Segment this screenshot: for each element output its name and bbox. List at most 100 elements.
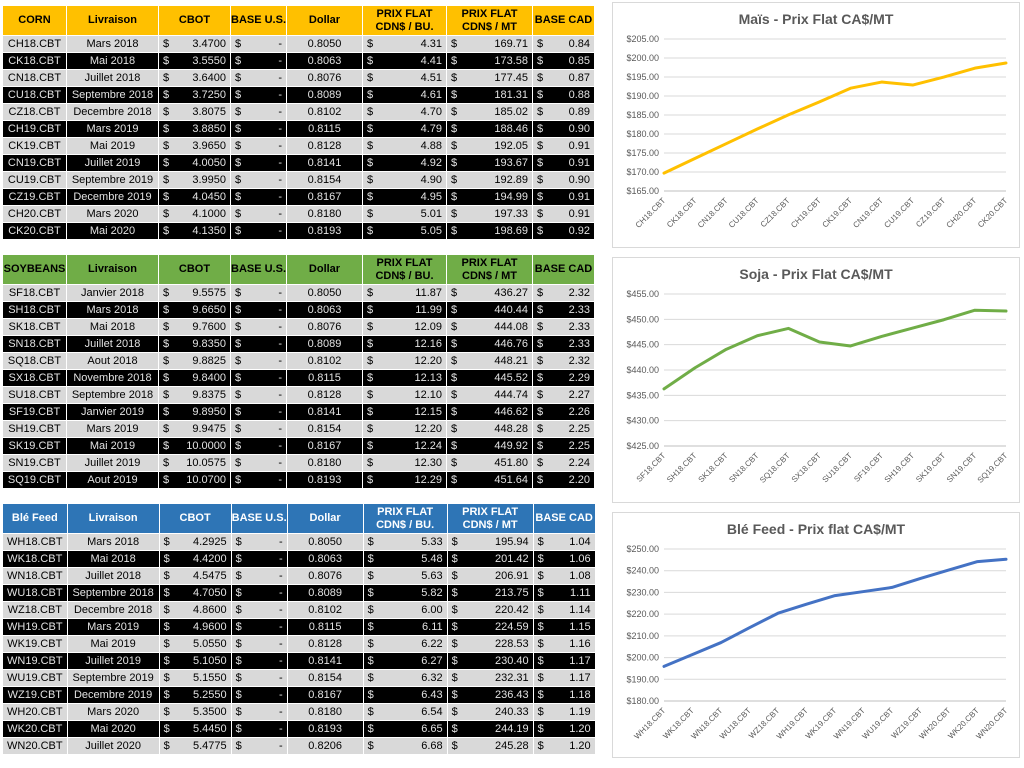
value-cell[interactable]: $4.31 — [362, 35, 447, 53]
value-cell[interactable]: $10.0575 — [158, 454, 231, 472]
value-cell[interactable]: Mars 2018 — [66, 533, 160, 551]
value-cell[interactable]: $5.3500 — [158, 703, 232, 721]
value-cell[interactable]: $4.4200 — [158, 550, 232, 568]
value-cell[interactable]: Decembre 2018 — [66, 103, 159, 121]
value-cell[interactable]: Mai 2020 — [66, 720, 160, 738]
value-cell[interactable]: Mai 2019 — [66, 635, 160, 653]
value-cell[interactable]: $0.91 — [532, 154, 595, 172]
value-cell[interactable]: $12.15 — [362, 403, 447, 421]
value-cell[interactable]: Juillet 2019 — [66, 154, 159, 172]
value-cell[interactable]: $4.2925 — [158, 533, 232, 551]
value-cell[interactable]: 0.8089 — [286, 584, 364, 602]
value-cell[interactable]: $ - — [230, 335, 287, 353]
value-cell[interactable]: $2.24 — [532, 454, 595, 472]
value-cell[interactable]: 0.8115 — [286, 120, 363, 138]
value-cell[interactable]: 0.8050 — [286, 35, 363, 53]
value-cell[interactable]: Mars 2018 — [66, 301, 159, 319]
value-cell[interactable]: $224.59 — [446, 618, 534, 636]
value-cell[interactable]: 0.8102 — [286, 103, 363, 121]
value-cell[interactable]: Septembre 2018 — [66, 584, 160, 602]
value-cell[interactable]: $446.62 — [446, 403, 533, 421]
contract-code-cell[interactable]: CN19.CBT — [2, 154, 67, 172]
contract-code-cell[interactable]: SF18.CBT — [2, 284, 67, 302]
value-cell[interactable]: $192.89 — [446, 171, 533, 189]
value-cell[interactable]: 0.8180 — [286, 205, 363, 223]
value-cell[interactable]: $12.20 — [362, 420, 447, 438]
value-cell[interactable]: Mars 2020 — [66, 703, 160, 721]
value-cell[interactable]: $244.19 — [446, 720, 534, 738]
value-cell[interactable]: 0.8206 — [286, 737, 364, 755]
contract-code-cell[interactable]: CH20.CBT — [2, 205, 67, 223]
value-cell[interactable]: Janvier 2018 — [66, 284, 159, 302]
value-cell[interactable]: $5.2550 — [158, 686, 232, 704]
value-cell[interactable]: $2.33 — [532, 301, 595, 319]
value-cell[interactable]: $169.71 — [446, 35, 533, 53]
value-cell[interactable]: $3.6400 — [158, 69, 231, 87]
value-cell[interactable]: 0.8154 — [286, 669, 364, 687]
contract-code-cell[interactable]: CZ18.CBT — [2, 103, 67, 121]
value-cell[interactable]: $ - — [230, 86, 287, 104]
value-cell[interactable]: $ - — [230, 205, 287, 223]
value-cell[interactable]: $2.20 — [532, 471, 595, 489]
value-cell[interactable]: 0.8141 — [286, 403, 363, 421]
value-cell[interactable]: $5.4450 — [158, 720, 232, 738]
value-cell[interactable]: Decembre 2018 — [66, 601, 160, 619]
value-cell[interactable]: $5.1050 — [158, 652, 232, 670]
value-cell[interactable]: $0.85 — [532, 52, 595, 70]
value-cell[interactable]: $451.80 — [446, 454, 533, 472]
value-cell[interactable]: Mai 2018 — [66, 52, 159, 70]
value-cell[interactable]: Juillet 2019 — [66, 652, 160, 670]
contract-code-cell[interactable]: CU18.CBT — [2, 86, 67, 104]
value-cell[interactable]: 0.8167 — [286, 437, 363, 455]
value-cell[interactable]: $177.45 — [446, 69, 533, 87]
value-cell[interactable]: $206.91 — [446, 567, 534, 585]
contract-code-cell[interactable]: WH19.CBT — [2, 618, 68, 636]
value-cell[interactable]: $ - — [230, 533, 288, 551]
value-cell[interactable]: Juillet 2018 — [66, 567, 160, 585]
contract-code-cell[interactable]: SK19.CBT — [2, 437, 67, 455]
value-cell[interactable]: $9.8375 — [158, 386, 231, 404]
value-cell[interactable]: 0.8193 — [286, 471, 363, 489]
value-cell[interactable]: $245.28 — [446, 737, 534, 755]
value-cell[interactable]: $445.52 — [446, 369, 533, 387]
value-cell[interactable]: 0.8063 — [286, 550, 364, 568]
value-cell[interactable]: $193.67 — [446, 154, 533, 172]
value-cell[interactable]: $448.28 — [446, 420, 533, 438]
contract-code-cell[interactable]: WK18.CBT — [2, 550, 68, 568]
value-cell[interactable]: $3.5550 — [158, 52, 231, 70]
contract-code-cell[interactable]: WZ19.CBT — [2, 686, 68, 704]
value-cell[interactable]: $ - — [230, 567, 288, 585]
value-cell[interactable]: $228.53 — [446, 635, 534, 653]
value-cell[interactable]: 0.8102 — [286, 352, 363, 370]
value-cell[interactable]: $195.94 — [446, 533, 534, 551]
value-cell[interactable]: $12.16 — [362, 335, 447, 353]
contract-code-cell[interactable]: SN18.CBT — [2, 335, 67, 353]
value-cell[interactable]: $2.25 — [532, 420, 595, 438]
contract-code-cell[interactable]: SQ18.CBT — [2, 352, 67, 370]
value-cell[interactable]: $2.27 — [532, 386, 595, 404]
value-cell[interactable]: $4.7050 — [158, 584, 232, 602]
value-cell[interactable]: $11.87 — [362, 284, 447, 302]
contract-code-cell[interactable]: WU18.CBT — [2, 584, 68, 602]
value-cell[interactable]: Juillet 2018 — [66, 335, 159, 353]
value-cell[interactable]: $448.21 — [446, 352, 533, 370]
value-cell[interactable]: $1.11 — [532, 584, 596, 602]
value-cell[interactable]: $4.90 — [362, 171, 447, 189]
value-cell[interactable]: $3.8850 — [158, 120, 231, 138]
value-cell[interactable]: Septembre 2019 — [66, 669, 160, 687]
value-cell[interactable]: $ - — [230, 171, 287, 189]
value-cell[interactable]: 0.8193 — [286, 720, 364, 738]
value-cell[interactable]: $0.87 — [532, 69, 595, 87]
value-cell[interactable]: $0.89 — [532, 103, 595, 121]
value-cell[interactable]: $4.88 — [362, 137, 447, 155]
value-cell[interactable]: $2.29 — [532, 369, 595, 387]
value-cell[interactable]: $1.14 — [532, 601, 596, 619]
contract-code-cell[interactable]: WH20.CBT — [2, 703, 68, 721]
value-cell[interactable]: $ - — [230, 188, 287, 206]
value-cell[interactable]: $9.6650 — [158, 301, 231, 319]
value-cell[interactable]: $5.63 — [362, 567, 448, 585]
value-cell[interactable]: $2.33 — [532, 318, 595, 336]
value-cell[interactable]: 0.8141 — [286, 154, 363, 172]
value-cell[interactable]: $444.08 — [446, 318, 533, 336]
value-cell[interactable]: $6.68 — [362, 737, 448, 755]
